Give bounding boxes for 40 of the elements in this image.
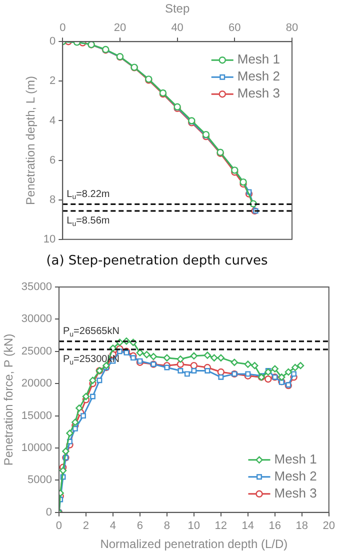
y-tick-label: 10 — [43, 233, 56, 246]
x-axis-title: Normalized penetration depth (L/D) — [100, 537, 288, 552]
y-tick-label: 15000 — [21, 410, 52, 422]
y-tick-label: 2 — [50, 75, 56, 88]
x-tick-label: 16 — [268, 520, 282, 532]
y-tick-label: 5000 — [28, 474, 52, 486]
y-tick-label: 10000 — [21, 442, 52, 454]
x-tick-label: 10 — [188, 520, 200, 532]
y-tick-label: 6 — [50, 154, 56, 166]
y-tick-label: 20000 — [21, 378, 52, 390]
y-tick-label: 30000 — [21, 313, 52, 326]
x-tick-label: 60 — [228, 22, 241, 34]
legend-label: Mesh 2 — [237, 68, 280, 84]
x-tick-label: 20 — [322, 520, 336, 532]
x-tick-label: 40 — [171, 22, 184, 34]
x-tick-label: 8 — [164, 520, 170, 532]
x-tick-label: 0 — [60, 22, 66, 34]
legend-label: Mesh 3 — [237, 86, 280, 101]
legend-label: Mesh 3 — [274, 485, 317, 500]
x-tick-label: 20 — [114, 22, 126, 34]
y-tick-label: 0 — [50, 36, 56, 48]
legend-label: Mesh 2 — [274, 468, 317, 484]
legend-label: Mesh 1 — [237, 52, 280, 67]
x-tick-label: 12 — [214, 520, 228, 532]
y-tick-label: 35000 — [21, 281, 52, 294]
x-tick-label: 18 — [296, 520, 308, 532]
y-tick-label: 4 — [50, 114, 56, 127]
y-tick-label: 0 — [46, 506, 52, 518]
x-tick-label: 6 — [136, 520, 144, 532]
x-tick-label: 2 — [82, 520, 90, 532]
y-axis-title: Penetration depth, L (m) — [24, 76, 38, 205]
x-tick-label: 4 — [110, 520, 116, 532]
y-axis-title: Penetration force, P (kN) — [2, 334, 16, 466]
y-tick-label: 8 — [50, 194, 56, 206]
x-axis-title: Step — [164, 2, 190, 16]
legend-label: Mesh 1 — [274, 451, 317, 466]
x-tick-label: 14 — [242, 520, 254, 532]
text: (a) Step-penetration depth curves — [46, 254, 268, 269]
y-tick-label: 25000 — [21, 345, 52, 358]
x-tick-label: 80 — [286, 22, 298, 34]
